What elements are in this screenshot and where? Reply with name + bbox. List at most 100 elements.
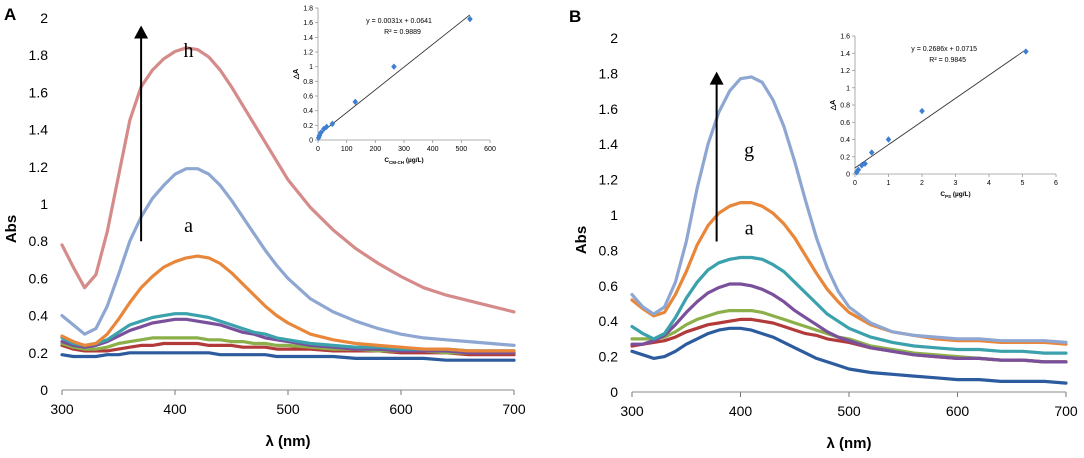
series-line-a — [60, 351, 516, 362]
inset-y-tick-label: 0.8 — [303, 79, 313, 86]
y-tick-label: 0 — [610, 384, 618, 400]
inset-data-point — [862, 160, 868, 167]
inset-y-axis-title: △A — [830, 100, 837, 111]
y-axis-title: Abs — [3, 215, 20, 243]
inset-y-tick-label: 0 — [309, 138, 313, 145]
curve-label-h: h — [184, 40, 194, 62]
inset-x-title-unit: (µg/L) — [404, 157, 424, 164]
inset-data-point — [855, 166, 862, 173]
inset-y-tick-label: 0.4 — [303, 108, 313, 115]
inset-x-axis-title: CPS (µg/L) — [940, 191, 970, 199]
x-tick-label: 500 — [276, 401, 300, 417]
series-line-f — [630, 201, 1068, 346]
y-tick-label: 1 — [40, 196, 48, 212]
y-tick-label: 0 — [40, 382, 48, 398]
inset-y-tick-label: 0.2 — [840, 154, 850, 161]
inset-y-tick-label: 0.4 — [840, 137, 850, 144]
y-tick-label: 1.6 — [29, 84, 49, 100]
inset-x-tick-label: 0 — [316, 146, 320, 153]
inset-data-point — [1023, 48, 1029, 55]
x-axis-title: λ (nm) — [266, 433, 311, 450]
trend-arrow-head — [134, 25, 149, 39]
x-tick-label: 600 — [389, 401, 413, 417]
y-tick-label: 1.8 — [599, 65, 619, 81]
inset-data-point — [316, 132, 323, 139]
curve-label-g: g — [744, 140, 754, 162]
series-line-g — [630, 75, 1068, 344]
y-tick-label: 2 — [610, 30, 618, 46]
inset-y-tick-label: 1.2 — [840, 68, 850, 75]
x-tick-label: 400 — [729, 403, 753, 419]
x-tick-label: 400 — [163, 401, 187, 417]
y-tick-label: 0.6 — [29, 270, 49, 286]
y-tick-label: 0.4 — [29, 308, 49, 324]
inset-x-tick-label: 400 — [427, 146, 439, 153]
x-tick-label: 600 — [946, 403, 970, 419]
y-tick-label: 0.8 — [599, 242, 619, 258]
x-axis-title: λ (nm) — [827, 435, 872, 452]
inset-r-squared: R² = 0.9889 — [384, 29, 421, 36]
inset-y-tick-label: 1.8 — [303, 6, 313, 13]
curve-label-a: a — [745, 217, 754, 239]
y-tick-label: 1.4 — [599, 136, 619, 152]
inset-y-tick-label: 0.6 — [303, 94, 313, 101]
inset-y-tick-label: 1.6 — [303, 20, 313, 27]
inset-x-tick-label: 3 — [954, 180, 958, 187]
y-tick-label: 0.2 — [599, 349, 619, 365]
y-tick-label: 2 — [40, 10, 48, 26]
inset-data-point — [868, 149, 875, 156]
inset-x-tick-label: 0 — [853, 180, 857, 187]
series-line-e — [630, 255, 1068, 355]
inset-y-tick-label: 0.2 — [303, 123, 313, 130]
inset-data-point — [323, 123, 330, 130]
y-tick-label: 1.4 — [29, 122, 49, 138]
y-tick-label: 0.8 — [29, 233, 49, 249]
inset-y-tick-label: 1.6 — [840, 34, 850, 41]
inset-data-point — [885, 136, 892, 143]
inset-x-tick-label: 1 — [887, 180, 891, 187]
y-tick-label: 1.8 — [29, 47, 49, 63]
series-line-d — [60, 317, 516, 355]
series-line-h — [60, 46, 516, 314]
inset-x-title-sub: CM-CH — [389, 160, 404, 165]
inset-equation: y = 0.2686x + 0.0715 — [911, 46, 977, 53]
panel-a: A 0 0.2 0.4 0.6 0.8 1 1.2 1.4 1.6 1.8 2 300 400 500 600… — [3, 5, 526, 450]
inset-calibration-plot: 0 0.2 0.4 0.6 0.8 1 1.2 1.4 1.6 0 1 2 3 4 5 6 y = 0.2686… — [830, 34, 1058, 200]
y-tick-label: 1 — [610, 207, 618, 223]
inset-x-tick-label: 200 — [369, 146, 381, 153]
inset-y-tick-label: 1.4 — [303, 35, 313, 42]
inset-x-tick-label: 6 — [1054, 180, 1058, 187]
inset-equation: y = 0.0031x + 0.0641 — [366, 18, 432, 25]
inset-fit-line — [317, 14, 471, 136]
inset-x-tick-label: 5 — [1021, 180, 1025, 187]
inset-x-tick-label: 600 — [484, 146, 496, 153]
inset-data-point — [919, 107, 925, 115]
y-tick-label: 1.2 — [29, 159, 49, 175]
inset-x-tick-label: 300 — [398, 146, 410, 153]
inset-x-title-main: C — [940, 191, 945, 198]
panel-letter: A — [4, 5, 16, 24]
inset-y-tick-label: 0.8 — [840, 103, 850, 110]
inset-r-squared: R² = 0.9845 — [929, 57, 966, 64]
inset-data-point — [329, 120, 336, 128]
inset-y-tick-label: 1 — [309, 64, 313, 71]
y-tick-label: 1.2 — [599, 172, 619, 188]
series-line-c — [630, 309, 1068, 364]
x-tick-label: 500 — [837, 403, 861, 419]
trend-arrow-head — [709, 71, 724, 85]
y-tick-label: 0.2 — [29, 345, 49, 361]
inset-data-point — [467, 15, 473, 23]
inset-x-tick-label: 4 — [987, 180, 991, 187]
inset-x-title-main: C — [384, 157, 389, 164]
y-tick-label: 0.4 — [599, 313, 619, 329]
inset-x-axis-title: CCM-CH (µg/L) — [384, 157, 423, 165]
x-tick-label: 700 — [502, 401, 526, 417]
curve-label-a: a — [184, 215, 193, 237]
inset-data-point — [391, 63, 397, 70]
series-line-g — [60, 167, 516, 347]
inset-fit-line — [854, 49, 1027, 169]
series-line-a — [630, 326, 1068, 385]
inset-y-tick-label: 1.2 — [303, 50, 313, 57]
